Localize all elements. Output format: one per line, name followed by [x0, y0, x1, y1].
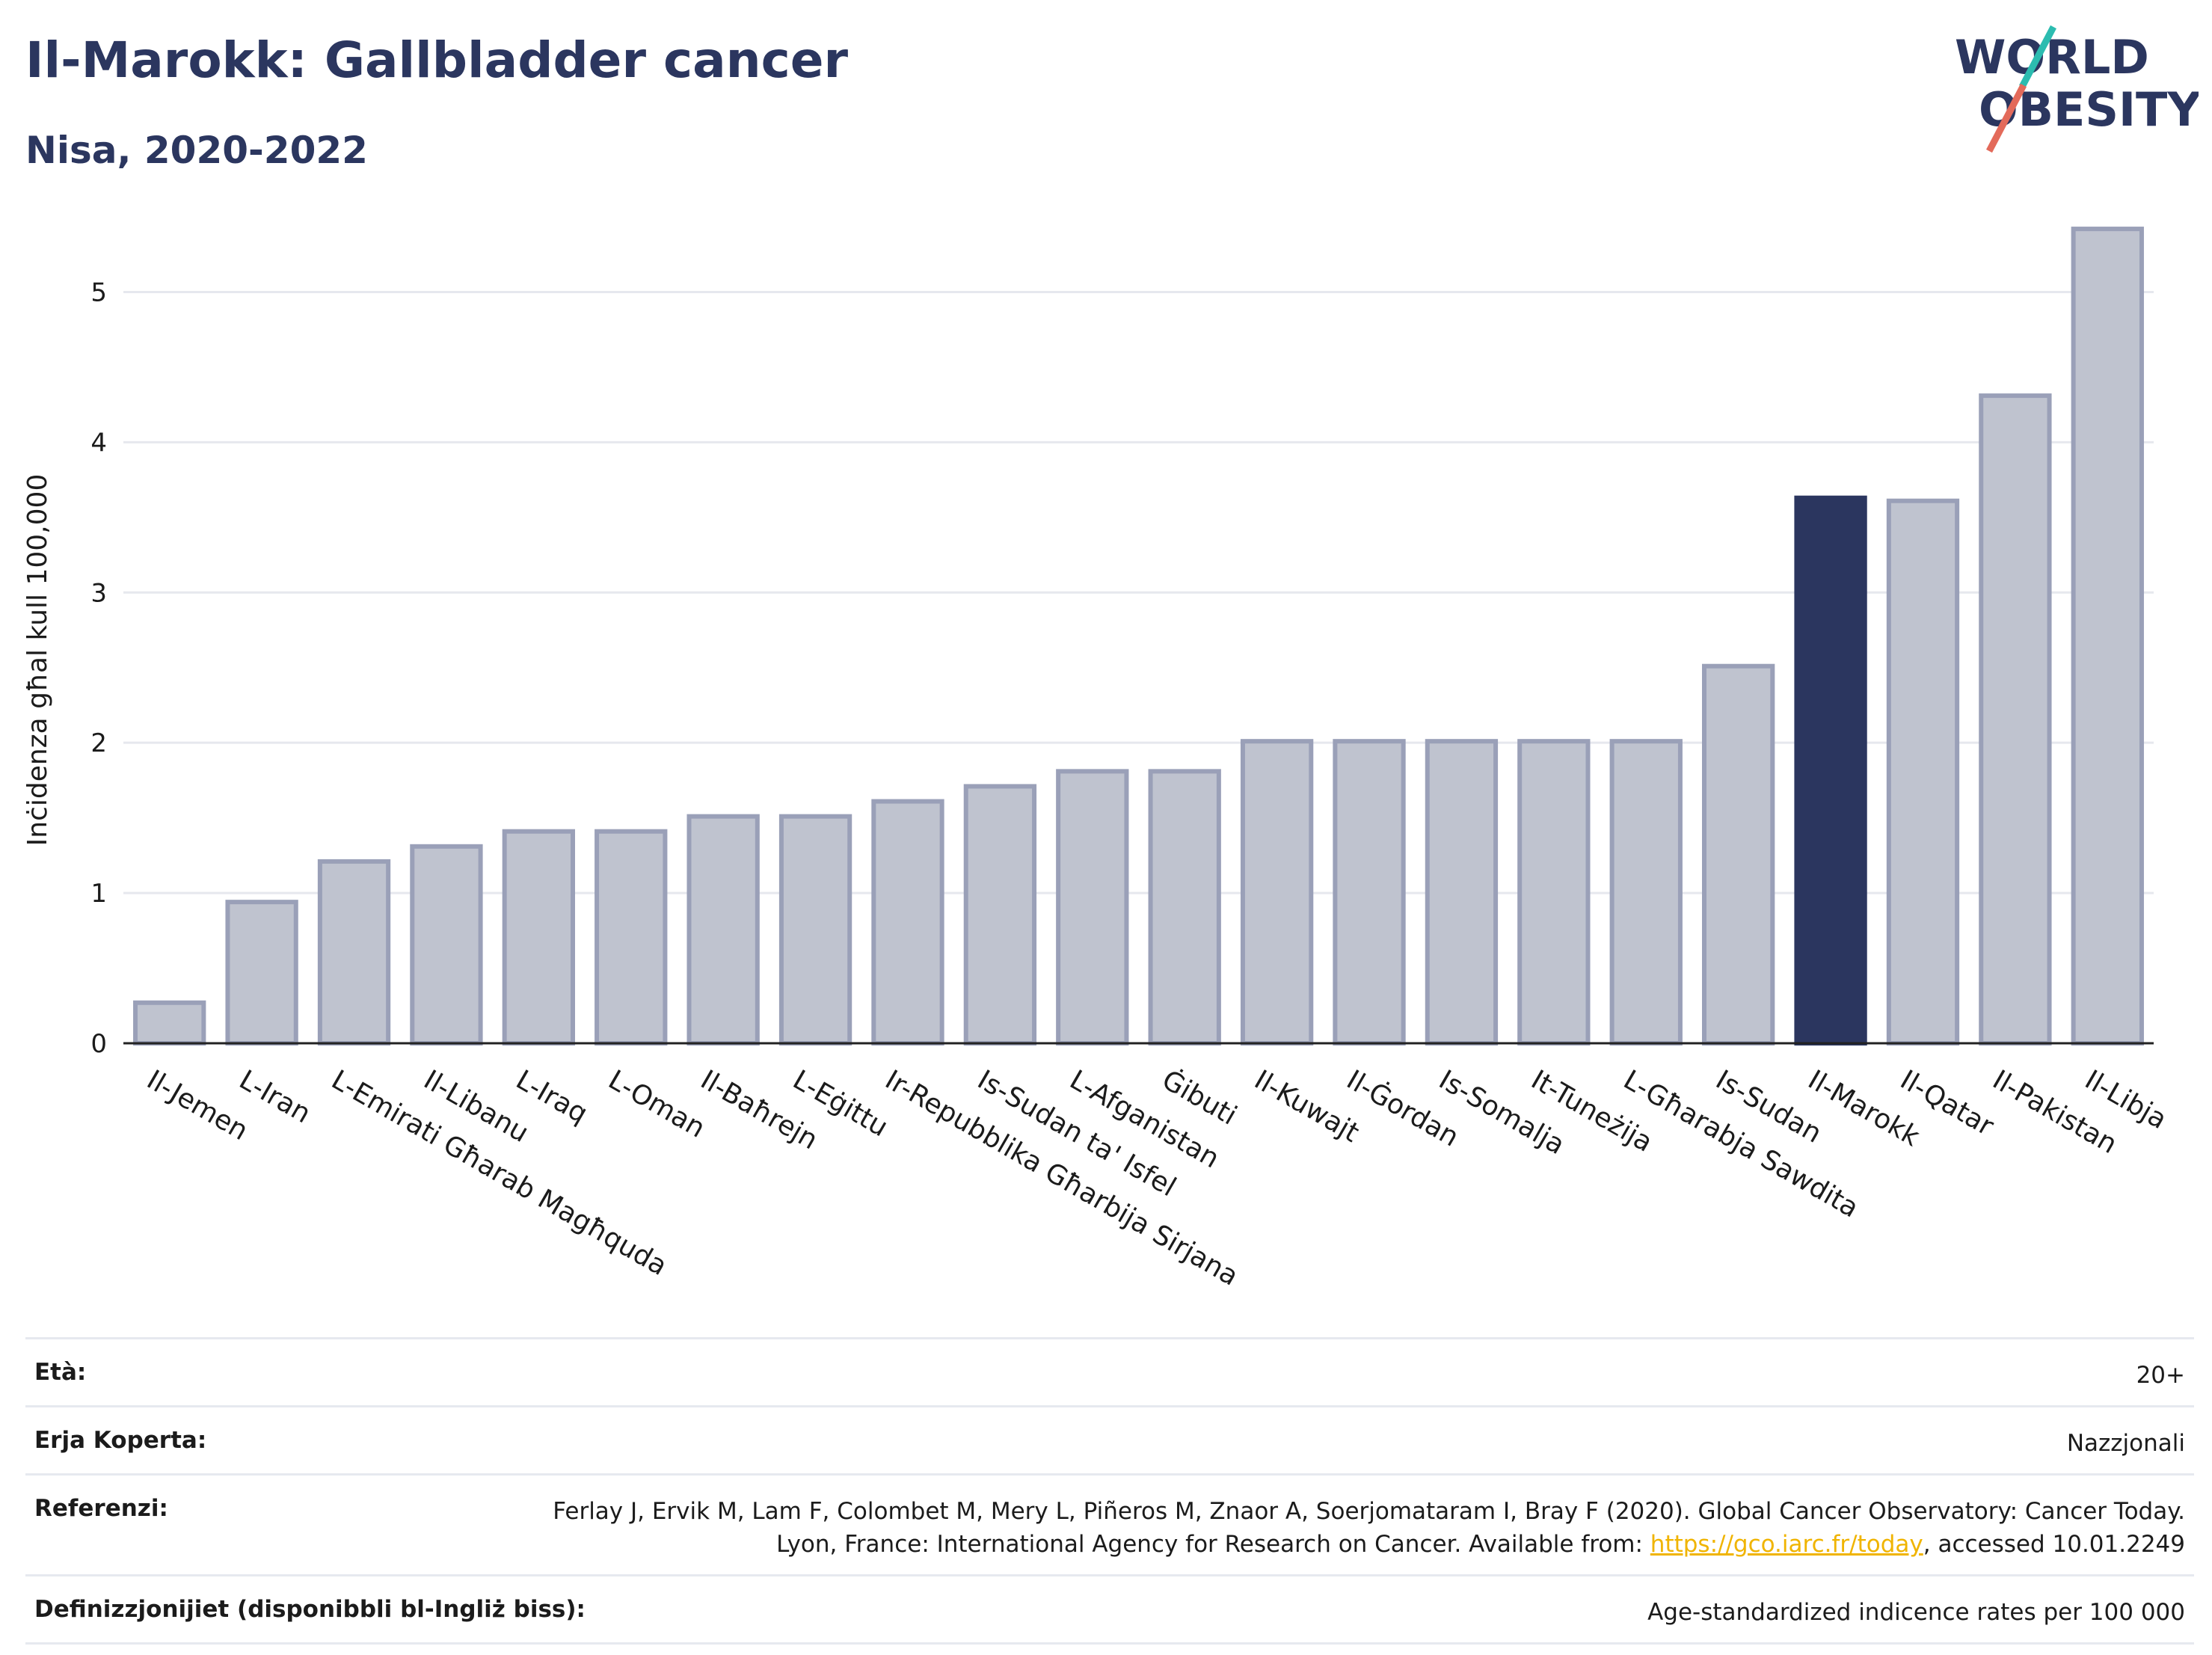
bar-ir-repubblika-g-arbija-sirjana [871, 799, 944, 1045]
bar-l-emirati-g-arab-mag-quda [317, 859, 391, 1046]
x-tick-label: Il-Kuwajt [1249, 1064, 1364, 1148]
logo-slash-red [1986, 83, 2027, 153]
y-tick-label: 3 [90, 578, 107, 608]
bar-l-iraq [502, 829, 576, 1046]
y-axis-ticks: 0 1 2 3 4 5 [90, 277, 107, 1059]
bar-is-sudan [1701, 663, 1775, 1046]
bar-il-kuwajt [1240, 739, 1314, 1045]
meta-row-age: Età: 20+ [25, 1337, 2194, 1405]
meta-row-definitions: Definizzjonijiet (disponibbli bl-Ingliż … [25, 1574, 2194, 1645]
world-obesity-logo: WORLD OBESITY [1955, 25, 2199, 153]
age-label: Età: [34, 1359, 87, 1386]
bar-l-iran [225, 900, 298, 1045]
bar--ibuti [1148, 769, 1221, 1045]
bar-is-sudan-ta-isfel [963, 784, 1037, 1045]
bar-il-ordan [1333, 739, 1406, 1045]
bar-il-libja [2071, 227, 2144, 1045]
logo-line-world: WORLD [1955, 30, 2149, 85]
page-title: Il-Marokk: Gallbladder cancer [25, 31, 849, 89]
metadata-table: Età: 20+ Erja Koperta: Nazzjonali Refere… [25, 1337, 2194, 1645]
meta-row-references: Referenzi: Ferlay J, Ervik M, Lam F, Col… [25, 1473, 2194, 1574]
bar-l-g-arabja-sawdita [1609, 739, 1683, 1045]
definitions-label: Definizzjonijiet (disponibbli bl-Ingliż … [34, 1596, 586, 1623]
bar-is-somalja [1425, 739, 1499, 1045]
age-value: 20+ [2136, 1362, 2185, 1389]
logo-slash-teal [2019, 25, 2056, 89]
references-text: Ferlay J, Ervik M, Lam F, Colombet M, Me… [553, 1498, 2185, 1558]
references-link[interactable]: https://gco.iarc.fr/today [1650, 1531, 1923, 1558]
bar-l-e-ittu [778, 814, 852, 1045]
bar-il-ba-rejn [686, 814, 760, 1045]
page-subtitle: Nisa, 2020-2022 [25, 129, 368, 172]
bar-il-pakistan [1979, 393, 2052, 1045]
area-value: Nazzjonali [2066, 1430, 2185, 1457]
bar-il-libanu [410, 844, 483, 1045]
logo-line-obesity: OBESITY [1979, 82, 2199, 137]
bars [133, 227, 2144, 1046]
bar-it-tune-ija [1517, 739, 1591, 1045]
bar-il-jemen [133, 1000, 206, 1045]
y-tick-label: 2 [90, 728, 107, 758]
y-tick-label: 0 [90, 1029, 107, 1059]
references-accessed: , accessed 10.01.2249 [1923, 1531, 2185, 1558]
bar-l-afganistan [1056, 769, 1129, 1045]
meta-row-area: Erja Koperta: Nazzjonali [25, 1405, 2194, 1473]
y-tick-label: 5 [90, 277, 107, 307]
area-label: Erja Koperta: [34, 1427, 207, 1454]
references-value: Ferlay J, Ervik M, Lam F, Colombet M, Me… [540, 1495, 2185, 1561]
bar-l-oman [595, 829, 668, 1046]
y-tick-label: 4 [90, 428, 107, 458]
references-label: Referenzi: [34, 1495, 168, 1522]
bar-il-marokk [1794, 495, 1867, 1045]
definitions-value: Age-standardized indicence rates per 100… [1647, 1599, 2185, 1626]
y-tick-label: 1 [90, 879, 107, 909]
x-tick-label: Il-Jemen [141, 1064, 253, 1146]
x-tick-label: L-Oman [603, 1064, 710, 1143]
y-axis-label: Inċidenza għal kull 100,000 [22, 474, 53, 847]
bar-il-qatar [1886, 498, 1960, 1045]
